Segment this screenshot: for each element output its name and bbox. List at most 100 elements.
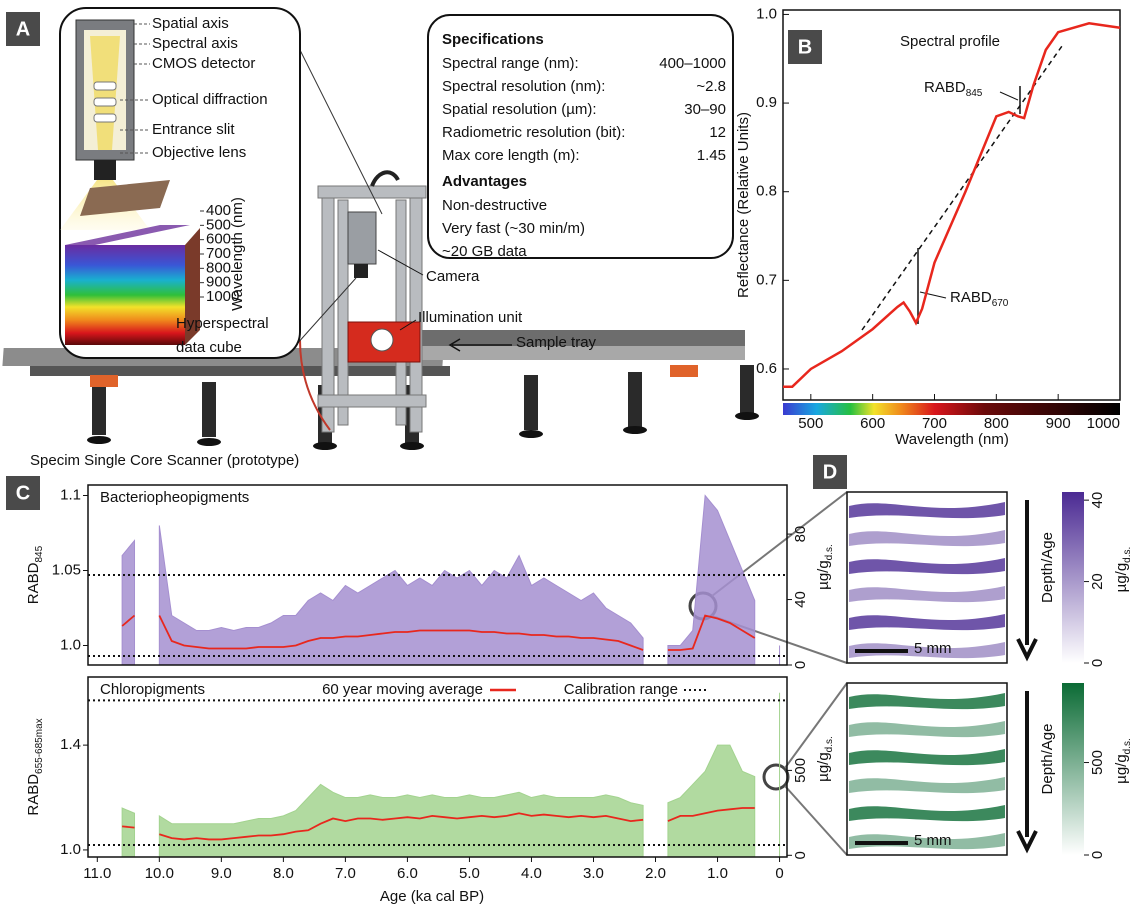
spec-value: ~2.8 [696,78,726,95]
y2-axis-label-sub: d.s. [824,736,835,752]
spec-value: 30–90 [684,101,726,118]
annotation-main: RABD [924,79,966,96]
panel-letter-box [6,12,40,46]
y-tick-label: 0.9 [756,94,777,111]
specs-box [427,14,734,259]
specs-title: Specifications [442,31,544,48]
core-layer [849,693,1005,710]
y-tick-label: 0.8 [756,183,777,200]
panel-letter: D [823,461,837,483]
y2-tick-label: 80 [792,526,809,543]
advantage: Non-destructive [442,197,547,214]
scanner-drawing [2,49,759,450]
colorbar-tick-label: 500 [1089,750,1106,775]
plot-title: Bacteriopheopigments [100,489,249,506]
x-axis-label: Age (ka cal BP) [380,888,484,905]
part-label: Objective lens [152,144,246,161]
cube-tick-label: 600 [206,231,231,248]
x-tick-label: 9.0 [211,865,232,882]
plot-frame [87,484,788,666]
y-tick-label: 0.7 [756,271,777,288]
x-tick-label: 700 [922,415,947,432]
chart-title: Spectral profile [900,33,1000,50]
caption: Specim Single Core Scanner (prototype) [30,452,299,469]
panel-letter-box [788,30,822,64]
legend-label: 60 year moving average [322,681,483,698]
cube-tick-label: 900 [206,274,231,291]
y2-tick-label: 0 [792,851,809,859]
scanner-label: Camera [426,268,480,285]
cube-tick-label: 700 [206,245,231,262]
part-label: Optical diffraction [152,91,268,108]
y2-tick-label: 500 [792,758,809,783]
panel-letter: B [798,36,812,58]
advantage: Very fast (~30 min/m) [442,220,585,237]
y2-axis-label: µg/gd.s. [815,544,835,590]
y2-tick-label: 0 [792,661,809,669]
y2-tick-label: 40 [792,591,809,608]
core-layer [849,558,1005,575]
legend-label: Calibration range [564,681,678,698]
part-label: Spatial axis [152,15,229,32]
spec-value: 1.45 [697,147,726,164]
x-tick-label: 1.0 [707,865,728,882]
core-layer [849,586,1005,603]
colorbar-label: µg/gd.s. [1113,738,1133,784]
x-axis-label: Wavelength (nm) [895,431,1009,448]
annotation-main: RABD [950,289,992,306]
spec-value: 12 [709,124,726,141]
annotation: RABD670 [950,289,1009,309]
y2-axis-label-main: µg/g [815,560,832,590]
colorbar-label-sub: d.s. [1122,738,1133,754]
y-axis-label-sub: 655-685max [34,718,45,774]
x-tick-label: 600 [860,415,885,432]
y-tick-label: 1.0 [60,841,81,858]
core-layer [849,530,1005,547]
x-tick-label: 8.0 [273,865,294,882]
core-layer [849,642,1005,659]
spec-value: 400–1000 [659,55,726,72]
core-layer [849,749,1005,766]
cube-tick-label: 500 [206,216,231,233]
cube-label: Hyperspectral [176,315,269,332]
cube-label: data cube [176,339,242,356]
y2-axis-label-main: µg/g [815,752,832,782]
y-tick-label: 1.1 [60,486,81,503]
scale-label: 5 mm [914,832,952,849]
cube-axis-label: Wavelength (nm) [229,197,246,311]
panel-letter-box [6,476,40,510]
scanner-label: Illumination unit [418,309,523,326]
annotation: RABD845 [924,79,983,99]
arrow [448,338,512,352]
core-image [846,491,1008,664]
colorbar-label: µg/gd.s. [1113,547,1133,593]
y-tick-label: 0.6 [756,360,777,377]
x-tick-label: 7.0 [335,865,356,882]
colorbar [1062,683,1084,855]
colorbar-tick-label: 0 [1089,851,1106,859]
x-tick-label: 2.0 [645,865,666,882]
y2-axis-label-sub: d.s. [824,544,835,560]
part-label: CMOS detector [152,55,255,72]
scanner-label: Sample tray [516,334,597,351]
y-tick-label: 1.4 [60,736,81,753]
raw-signal [121,692,781,858]
spec-name: Spectral resolution (nm): [442,78,605,95]
x-tick-label: 800 [984,415,1009,432]
colorbar-label-main: µg/g [1113,563,1130,593]
panel-letter-box [813,455,847,489]
spec-name: Radiometric resolution (bit): [442,124,625,141]
y-axis-label-main: RABD [25,562,42,604]
raw-signal [121,494,781,666]
x-tick-label: 11.0 [83,865,111,882]
colorbar-label-main: µg/g [1113,754,1130,784]
x-tick-label: 1000 [1087,415,1120,432]
y-axis-label: RABD845 [25,545,45,604]
y-axis-label: Reflectance (Relative Units) [735,112,752,298]
x-tick-label: 3.0 [583,865,604,882]
spectrum-bar [783,403,1120,415]
x-tick-label: 5.0 [459,865,480,882]
spec-name: Spatial resolution (µm): [442,101,597,118]
